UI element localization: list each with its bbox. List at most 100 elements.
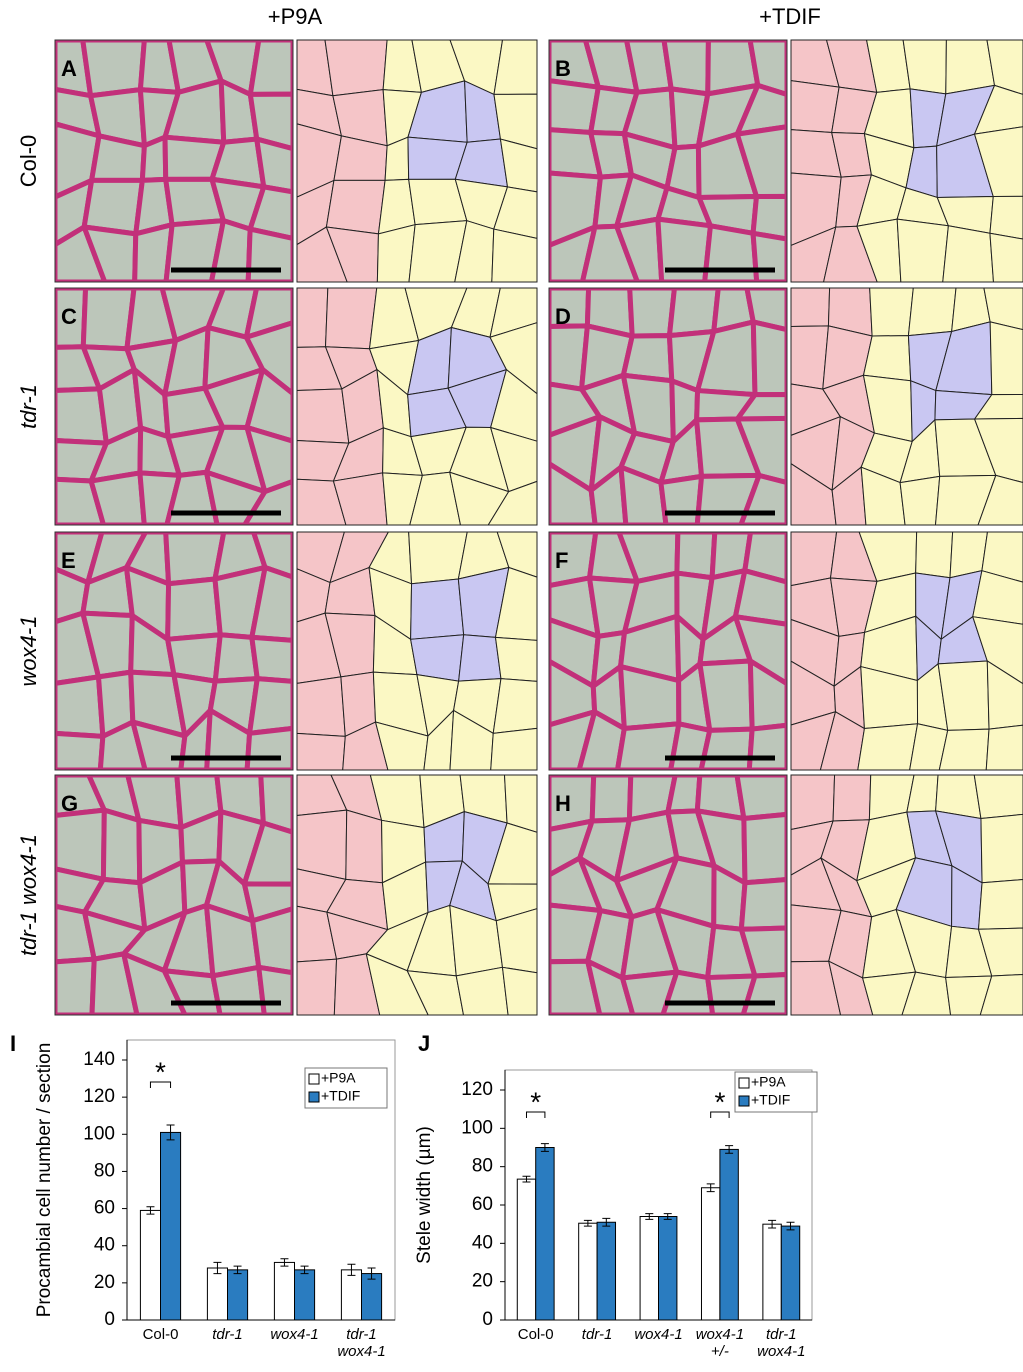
cell — [257, 139, 293, 192]
bar — [341, 1270, 361, 1320]
y-tick-label: 100 — [461, 1117, 493, 1138]
bar — [207, 1268, 227, 1320]
cell-outline — [326, 180, 385, 234]
x-tick-label: tdr-1 wox4-1 — [736, 1326, 826, 1360]
cell-outline — [791, 288, 830, 327]
cell-outline — [986, 725, 1023, 770]
y-tick-label: 60 — [94, 1198, 115, 1219]
panel-label: I — [10, 1031, 16, 1056]
column-header: +P9A — [268, 4, 323, 29]
legend-swatch — [739, 1096, 749, 1106]
micrograph — [55, 288, 293, 525]
cell — [55, 733, 103, 770]
cell — [669, 288, 718, 336]
micrograph — [549, 288, 787, 525]
bar — [579, 1223, 597, 1320]
significance-mark: * — [155, 1056, 166, 1087]
bar — [536, 1148, 554, 1321]
segmentation — [791, 288, 1023, 525]
y-tick-label: 80 — [94, 1160, 115, 1181]
y-tick-label: 40 — [94, 1235, 115, 1256]
bar — [763, 1224, 781, 1320]
cell — [83, 40, 145, 96]
cell-outline — [459, 635, 501, 681]
figure-canvas: +P9A +TDIF Col-0ABtdr-1CDwox4-1EFtdr-1 w… — [0, 0, 1023, 1372]
cell-outline — [903, 40, 946, 94]
row-label: Col-0 — [16, 135, 41, 188]
panel-label: D — [555, 304, 571, 329]
cell-outline — [492, 229, 537, 282]
legend-label: +TDIF — [321, 1088, 360, 1104]
cell — [213, 967, 264, 1015]
cell-outline — [863, 336, 910, 381]
significance-mark: * — [530, 1086, 541, 1117]
cell — [705, 226, 757, 282]
cell-outline — [981, 814, 1023, 882]
panel-label: G — [61, 791, 78, 816]
cell-outline — [411, 635, 464, 681]
cell — [700, 661, 752, 730]
cell-outline — [456, 967, 508, 1015]
segmentation — [297, 40, 537, 282]
cell-outline — [897, 219, 948, 282]
row-label: wox4-1 — [16, 616, 41, 687]
segmentation — [791, 40, 1023, 282]
cell — [92, 136, 145, 181]
cell-outline — [900, 476, 940, 525]
cell-outline — [297, 959, 337, 1015]
cell — [677, 532, 715, 578]
cell-outline — [916, 532, 953, 578]
cell — [55, 677, 103, 736]
bar — [720, 1149, 738, 1320]
cell — [753, 322, 787, 395]
cell-outline — [346, 810, 383, 883]
cell-outline — [791, 81, 839, 133]
bar — [701, 1188, 719, 1320]
cell-outline — [870, 288, 914, 336]
cell — [664, 40, 708, 94]
cell — [247, 728, 293, 770]
row-label: tdr-1 — [16, 384, 41, 429]
micrograph — [55, 532, 293, 770]
cell-outline — [297, 810, 347, 879]
cell-outline — [791, 326, 828, 389]
panel-label: J — [418, 1031, 430, 1056]
cell-outline — [974, 775, 1023, 819]
panel-label: C — [61, 304, 77, 329]
cell-outline — [791, 775, 835, 830]
y-tick-label: 100 — [83, 1123, 115, 1144]
panel-label: E — [61, 548, 76, 573]
cell-outline — [943, 226, 994, 282]
y-tick-label: 80 — [472, 1156, 493, 1177]
figure: +P9A +TDIF Col-0ABtdr-1CDwox4-1EFtdr-1 w… — [0, 0, 1023, 1372]
cell — [658, 219, 711, 282]
cell — [668, 775, 700, 812]
panel-label: A — [61, 56, 77, 81]
segmentation — [297, 775, 537, 1015]
cell — [91, 473, 144, 525]
bar — [161, 1132, 181, 1320]
cell-outline — [946, 40, 995, 94]
cell-outline — [939, 729, 989, 770]
micrograph — [549, 532, 787, 770]
cell — [103, 810, 139, 883]
y-axis-label: Stele width (µm) — [414, 1126, 435, 1264]
cell — [737, 775, 787, 819]
micrograph — [549, 775, 787, 1015]
panel-label: F — [555, 548, 568, 573]
legend-swatch — [309, 1074, 319, 1084]
cell-outline — [297, 288, 328, 347]
cell-outline — [833, 775, 871, 821]
cell — [250, 679, 293, 734]
cell — [744, 814, 787, 882]
micrograph — [55, 40, 293, 282]
cell — [252, 637, 293, 681]
y-tick-label: 120 — [83, 1086, 115, 1107]
cell-outline — [990, 196, 1023, 239]
cell — [250, 40, 293, 94]
cell-outline — [297, 733, 345, 770]
legend-label: +P9A — [751, 1074, 786, 1090]
cell-outline — [908, 288, 956, 336]
bar — [597, 1222, 615, 1320]
segmentation — [791, 532, 1023, 770]
